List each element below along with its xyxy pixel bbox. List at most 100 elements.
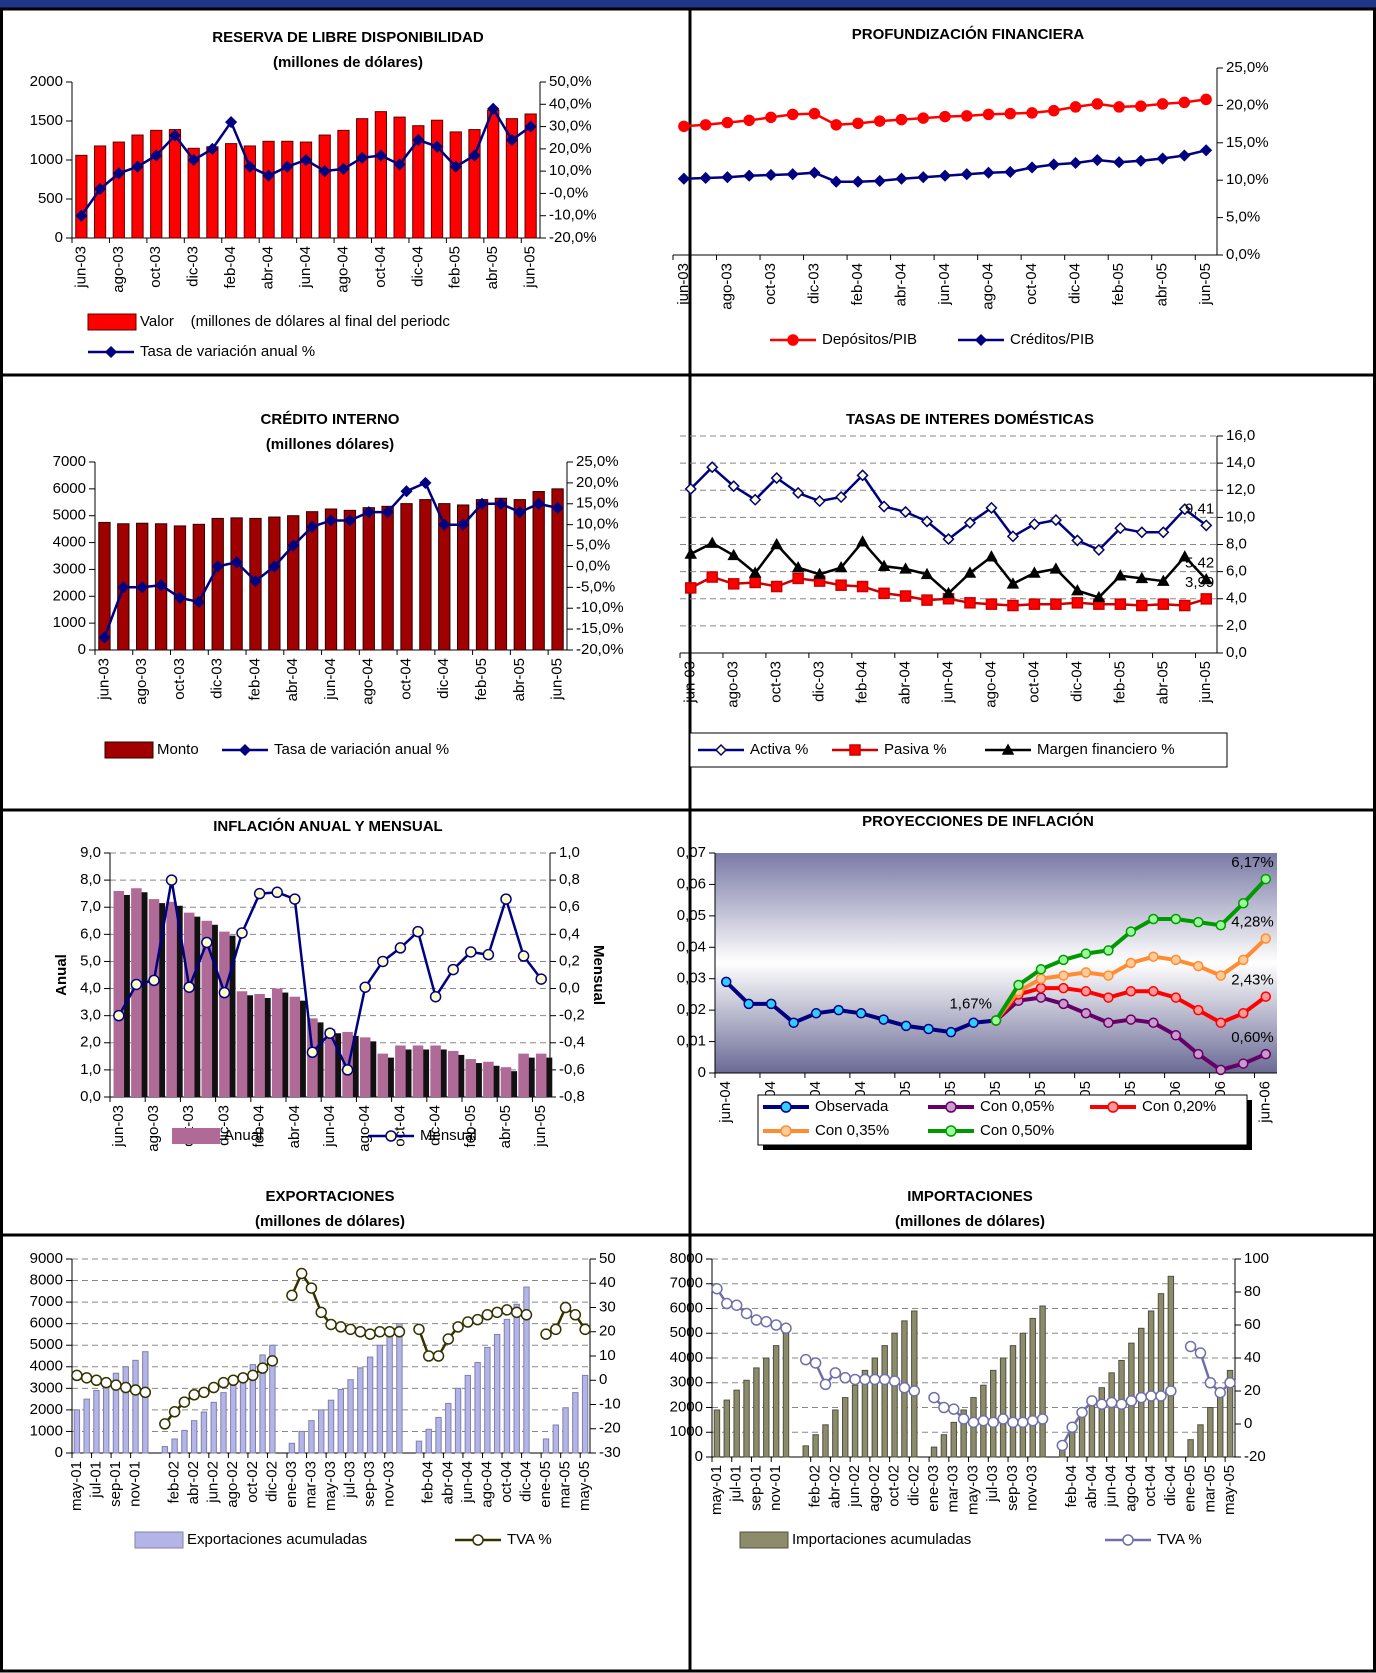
x-tick-label: jun-04: [297, 246, 314, 289]
marker: [1091, 153, 1104, 167]
legend-marker: [787, 334, 799, 346]
bar-shadow: [365, 1041, 377, 1097]
marker: [359, 981, 371, 993]
marker: [1238, 898, 1249, 909]
x-tick-label: may-05: [1221, 1465, 1238, 1515]
marker: [168, 1406, 181, 1418]
marker: [1215, 920, 1227, 931]
bar: [239, 1373, 247, 1454]
chart-subtitle: (millones de dólares): [273, 54, 423, 71]
bar: [438, 503, 451, 651]
tick-label: 4000: [30, 1358, 63, 1375]
marker: [851, 175, 865, 188]
marker: [80, 1372, 93, 1384]
marker: [878, 587, 890, 600]
bar: [181, 1429, 188, 1454]
bar: [445, 1402, 452, 1454]
marker: [165, 874, 178, 886]
bar: [173, 525, 187, 651]
data-label: 0,60%: [1231, 1029, 1274, 1046]
bar: [1187, 1439, 1194, 1458]
marker: [898, 1381, 911, 1394]
tick-label: 5,0%: [576, 537, 610, 554]
marker: [168, 129, 182, 142]
marker: [834, 561, 848, 573]
bar: [812, 1434, 819, 1458]
legend-label: Activa %: [750, 741, 808, 758]
marker: [1238, 954, 1249, 966]
marker: [94, 182, 107, 196]
tick-label: 6000: [30, 1315, 63, 1332]
legend-label: TVA %: [507, 1531, 552, 1548]
bar: [262, 140, 275, 239]
tick-label: 2000: [53, 587, 86, 604]
marker: [438, 518, 451, 531]
legend-swatch: [87, 313, 137, 331]
bar: [772, 1345, 780, 1458]
x-tick-label: dic-04: [427, 1105, 444, 1146]
x-tick-label: oct-03: [171, 658, 188, 700]
data-label: 1,67%: [949, 995, 992, 1012]
tick-label: 7000: [53, 453, 86, 470]
marker: [748, 566, 762, 578]
bar: [435, 1416, 442, 1454]
tick-label: -5,0%: [576, 578, 615, 595]
tick-label: 30: [599, 1298, 616, 1315]
marker: [1125, 1395, 1138, 1407]
marker: [192, 595, 205, 609]
tick-label: 7000: [30, 1293, 63, 1310]
bar: [763, 1357, 770, 1458]
x-tick-label: may-01: [68, 1461, 85, 1511]
x-tick-label: feb-04: [246, 658, 263, 701]
bar: [881, 1345, 888, 1458]
legend-marker: [849, 744, 861, 756]
tick-label: 0: [599, 1371, 607, 1388]
bar: [1019, 1332, 1027, 1458]
marker: [977, 1414, 990, 1427]
x-tick-label: dic-04: [517, 1461, 534, 1502]
tick-label: 3000: [670, 1374, 703, 1391]
marker: [1157, 574, 1170, 586]
marker: [1028, 566, 1041, 578]
bar: [201, 920, 213, 1097]
bar: [940, 1434, 948, 1458]
legend-label: Con 0,50%: [980, 1122, 1054, 1139]
marker: [908, 1385, 921, 1397]
tick-label: 2,0: [80, 1034, 101, 1051]
marker: [475, 497, 489, 510]
marker: [990, 1015, 1002, 1026]
x-tick-label: ene-03: [925, 1465, 942, 1512]
tick-label: 16,0: [1226, 427, 1255, 444]
bar: [400, 503, 413, 651]
marker: [727, 548, 740, 561]
marker: [1125, 1014, 1137, 1025]
tick-label: -30: [599, 1444, 621, 1461]
marker: [770, 537, 783, 550]
tick-label: 5,0: [80, 952, 101, 969]
marker: [491, 1306, 503, 1319]
marker: [559, 1301, 572, 1314]
marker: [75, 209, 88, 222]
x-tick-label: mar-03: [302, 1461, 319, 1509]
bar: [168, 129, 182, 239]
marker: [920, 515, 934, 528]
bar-shadow: [119, 894, 130, 1097]
bar: [419, 499, 432, 651]
top-bar: [0, 0, 1376, 9]
x-tick-label: jul-01: [728, 1465, 745, 1503]
tick-label: 1500: [30, 112, 63, 129]
bar: [366, 1356, 374, 1454]
marker: [237, 1372, 249, 1384]
marker: [1047, 158, 1060, 171]
bar: [535, 1053, 547, 1097]
marker: [381, 506, 394, 519]
marker: [494, 497, 507, 510]
marker: [268, 560, 281, 573]
x-tick-label: jun-05: [522, 246, 539, 289]
tick-label: 5,0%: [1226, 209, 1260, 226]
bar: [343, 509, 357, 651]
marker: [920, 567, 934, 580]
bar: [551, 488, 564, 651]
marker: [1076, 1406, 1088, 1419]
bar: [1039, 1305, 1046, 1458]
